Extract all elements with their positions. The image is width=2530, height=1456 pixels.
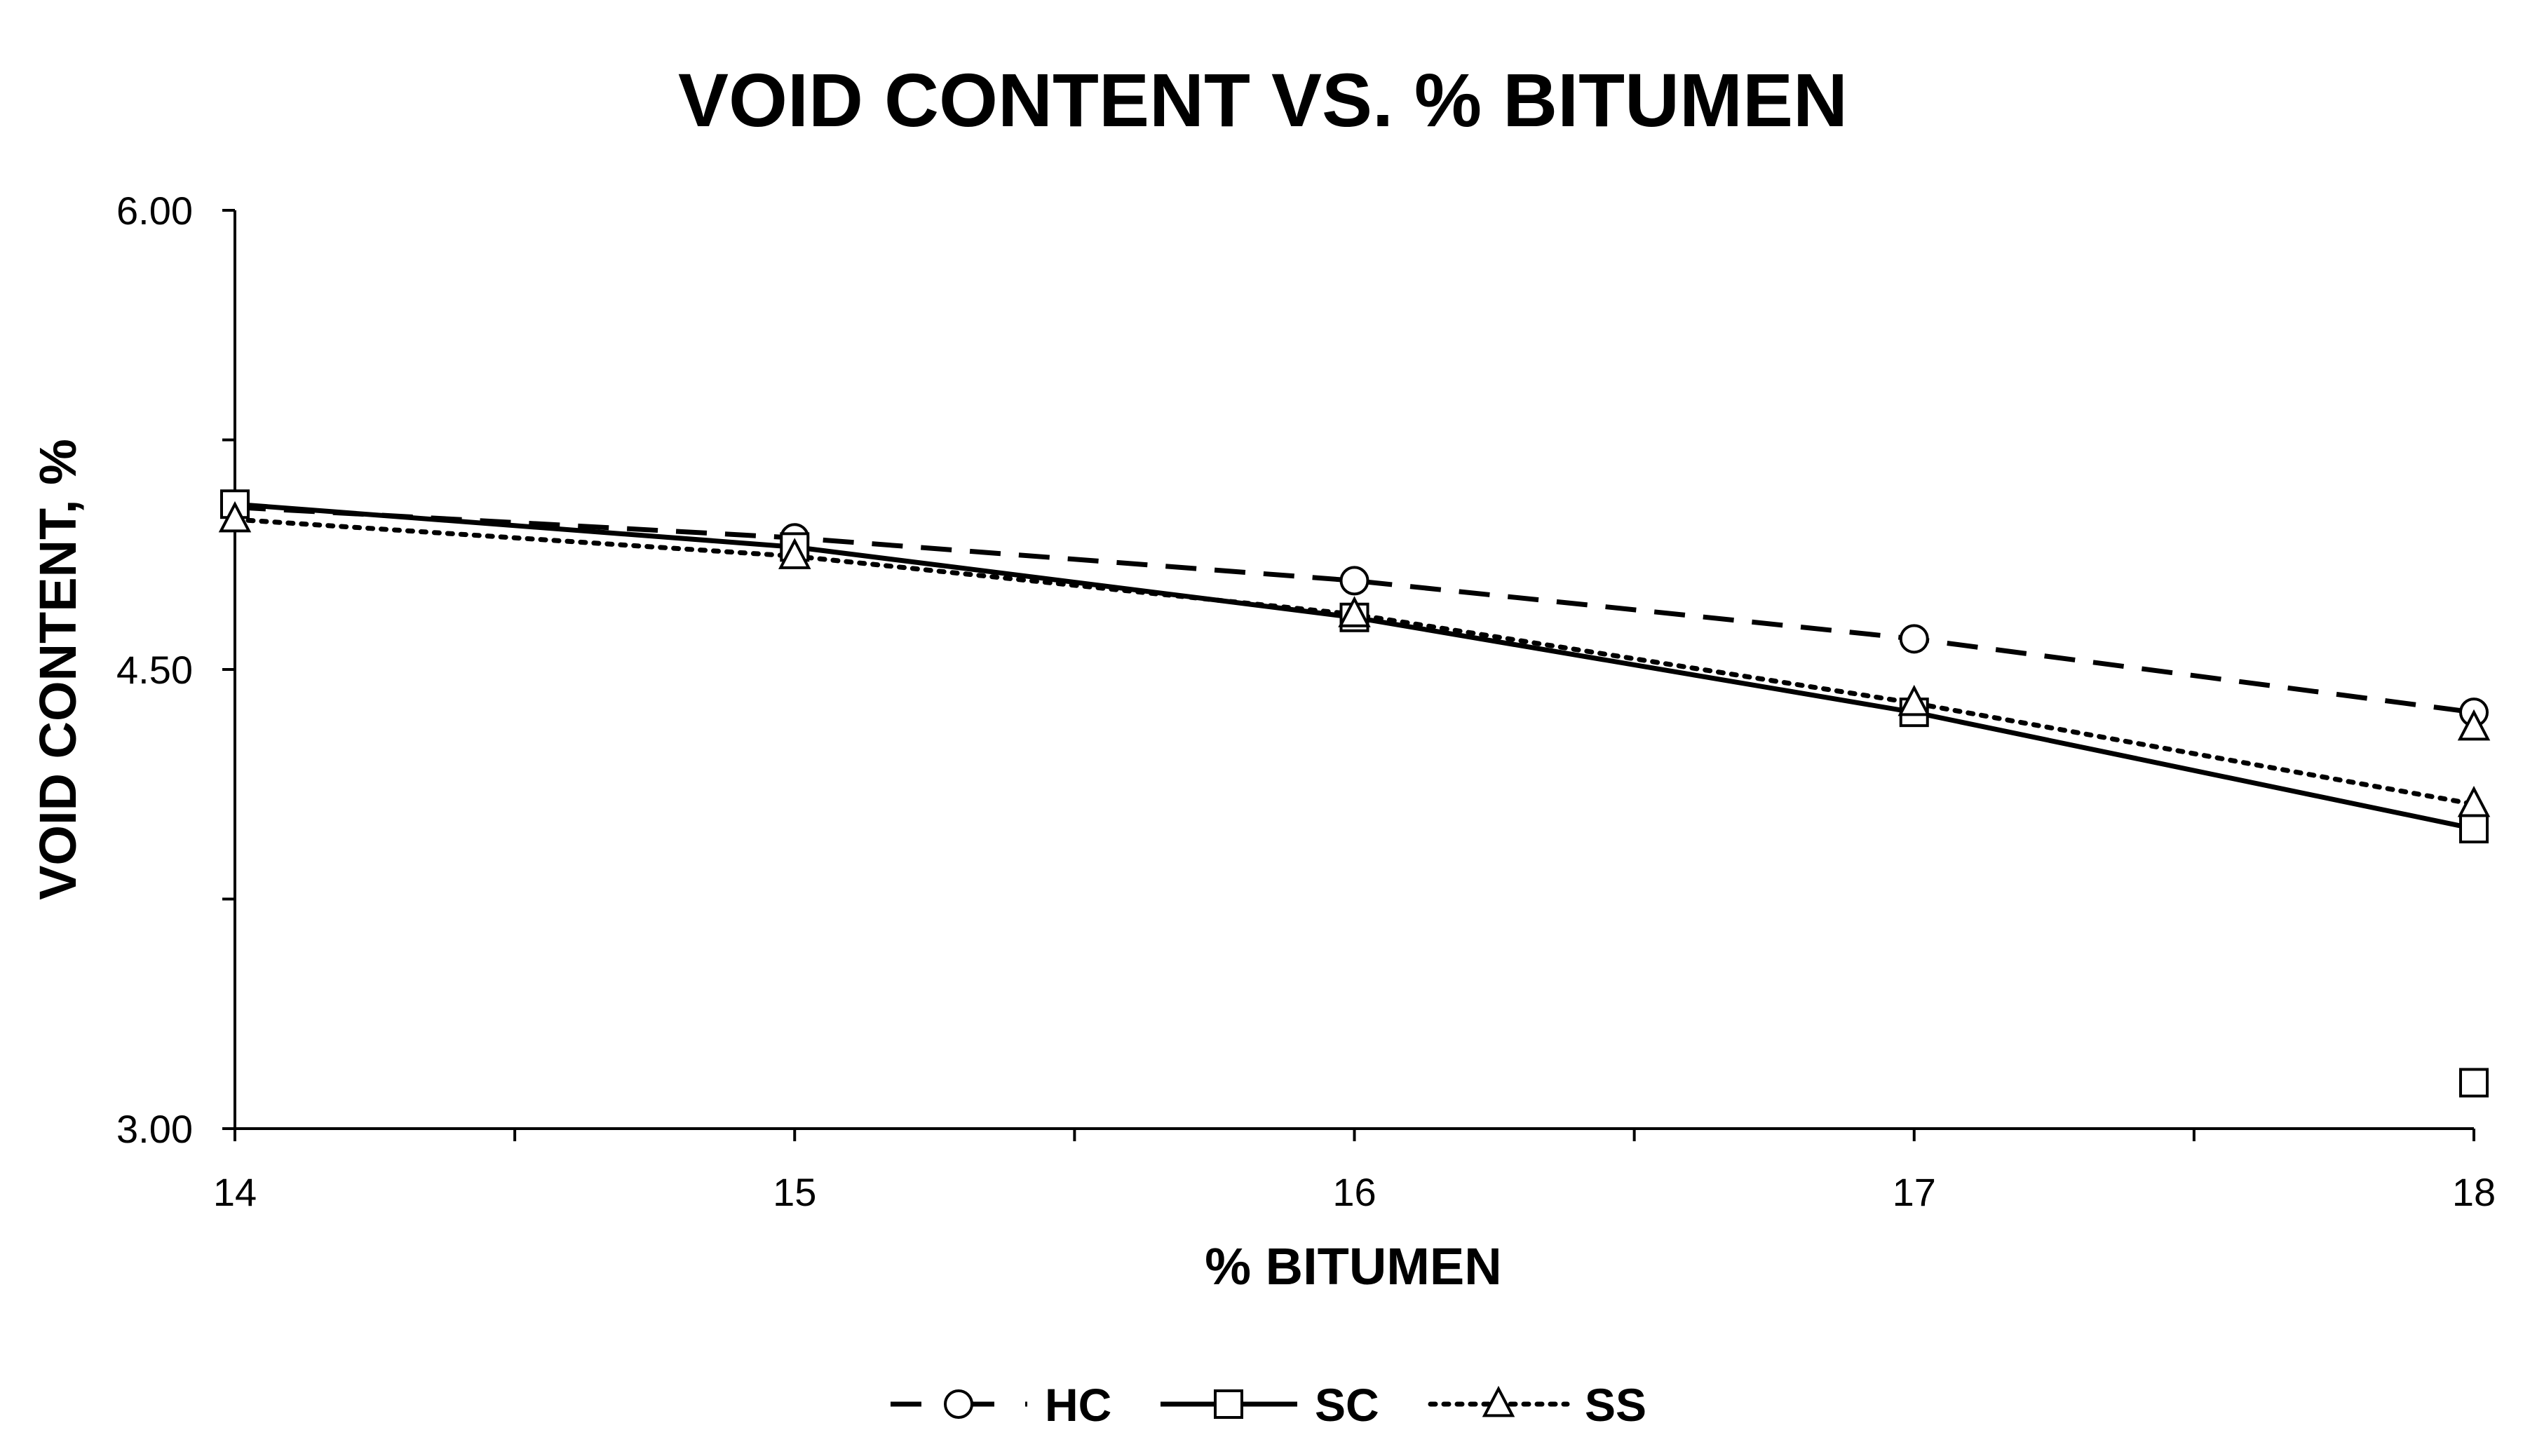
data-point-ss (778, 538, 811, 569)
x-tick-label: 15 (773, 1170, 816, 1214)
data-point-ss (2457, 785, 2491, 817)
series-line-hc (234, 505, 2475, 715)
series-line-ss (232, 517, 2477, 807)
y-tick-label: 4.50 (116, 648, 193, 692)
y-tick-label: 3.00 (116, 1107, 193, 1151)
legend-label-ss: SS (1585, 1379, 1646, 1431)
y-axis-title-group: VOID CONTENT, % (29, 439, 87, 900)
data-point-hc (1339, 566, 1369, 596)
data-point-ss (218, 501, 252, 533)
x-axis-title: % BITUMEN (1205, 1237, 1501, 1295)
legend-label-sc: SC (1315, 1379, 1379, 1431)
axes: 6.00 4.50 3.00 14 15 16 17 18 (116, 189, 2496, 1214)
data-point-hc (1899, 624, 1929, 654)
legend-marker-sc (1214, 1389, 1243, 1419)
y-tick-label: 6.00 (116, 189, 193, 233)
x-tick-label: 14 (213, 1170, 257, 1214)
legend: HC SC SS (891, 1379, 1646, 1431)
y-axis-title: VOID CONTENT, % (29, 439, 87, 900)
series-line-sc (234, 501, 2475, 831)
data-point-ss (1338, 596, 1371, 627)
legend-label-hc: HC (1045, 1379, 1111, 1431)
legend-marker-ss (1482, 1385, 1515, 1417)
series-layer (218, 489, 2491, 1098)
x-tick-label: 16 (1332, 1170, 1376, 1214)
legend-marker-hc (944, 1389, 973, 1419)
data-point-ss (1897, 684, 1930, 716)
data-point-sc (2459, 1068, 2489, 1098)
x-tick-label: 18 (2452, 1170, 2496, 1214)
data-point-sc (2459, 814, 2489, 844)
x-tick-label: 17 (1893, 1170, 1936, 1214)
data-point-ss (2457, 709, 2491, 741)
chart-title: VOID CONTENT VS. % BITUMEN (678, 57, 1848, 142)
